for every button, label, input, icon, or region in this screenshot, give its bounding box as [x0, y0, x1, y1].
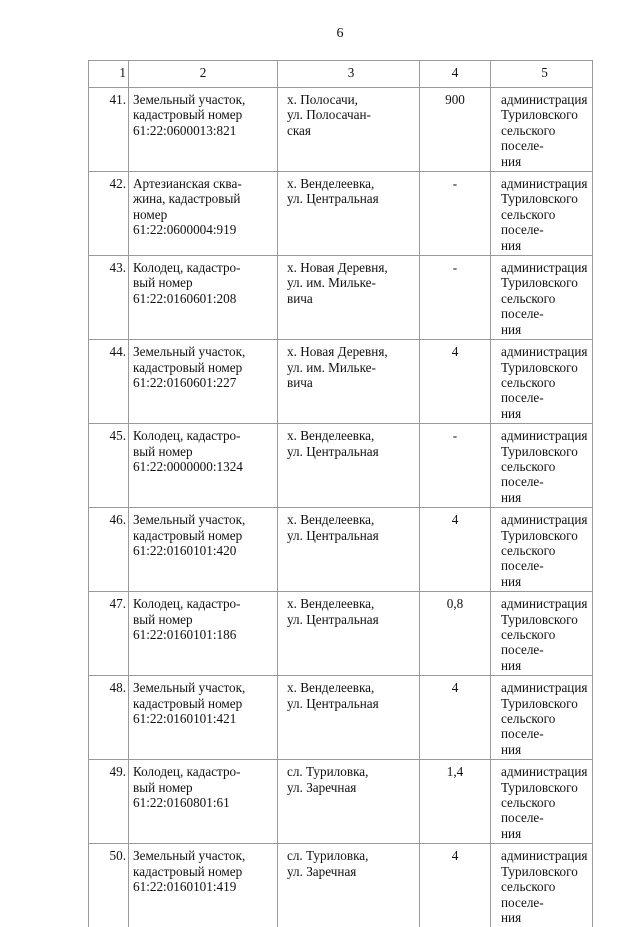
- cell-owner: администрация Туриловского сельского пос…: [491, 676, 593, 760]
- table-row: 43.Колодец, кадастро- вый номер 61:22:01…: [89, 256, 593, 340]
- cell-area-value: -: [420, 424, 491, 508]
- cell-address: х. Новая Деревня, ул. им. Мильке- вича: [278, 256, 420, 340]
- property-table: 1 2 3 4 5 41.Земельный участок, кадастро…: [88, 60, 593, 927]
- cell-object-name: Колодец, кадастро- вый номер 61:22:01601…: [129, 592, 278, 676]
- cell-address: х. Венделеевка, ул. Центральная: [278, 508, 420, 592]
- cell-object-name: Земельный участок, кадастровый номер 61:…: [129, 340, 278, 424]
- cell-row-number: 41.: [89, 88, 129, 172]
- cell-row-number: 45.: [89, 424, 129, 508]
- table-row: 49.Колодец, кадастро- вый номер 61:22:01…: [89, 760, 593, 844]
- table-row: 50.Земельный участок, кадастровый номер …: [89, 844, 593, 927]
- cell-row-number: 44.: [89, 340, 129, 424]
- cell-row-number: 50.: [89, 844, 129, 927]
- cell-owner: администрация Туриловского сельского пос…: [491, 508, 593, 592]
- cell-object-name: Земельный участок, кадастровый номер 61:…: [129, 508, 278, 592]
- cell-row-number: 47.: [89, 592, 129, 676]
- cell-row-number: 49.: [89, 760, 129, 844]
- cell-object-name: Колодец, кадастро- вый номер 61:22:00000…: [129, 424, 278, 508]
- column-header-3: 3: [278, 61, 420, 88]
- column-header-1: 1: [89, 61, 129, 88]
- cell-address: сл. Туриловка, ул. Заречная: [278, 844, 420, 927]
- cell-owner: администрация Туриловского сельского пос…: [491, 760, 593, 844]
- table-body: 41.Земельный участок, кадастровый номер …: [89, 88, 593, 927]
- cell-address: х. Новая Деревня, ул. им. Мильке- вича: [278, 340, 420, 424]
- table-row: 44.Земельный участок, кадастровый номер …: [89, 340, 593, 424]
- cell-address: х. Венделеевка, ул. Центральная: [278, 424, 420, 508]
- cell-object-name: Земельный участок, кадастровый номер 61:…: [129, 88, 278, 172]
- cell-owner: администрация Туриловского сельского пос…: [491, 88, 593, 172]
- cell-owner: администрация Туриловского сельского пос…: [491, 340, 593, 424]
- table-row: 41.Земельный участок, кадастровый номер …: [89, 88, 593, 172]
- cell-area-value: 4: [420, 340, 491, 424]
- cell-area-value: -: [420, 172, 491, 256]
- cell-area-value: -: [420, 256, 491, 340]
- table-row: 47.Колодец, кадастро- вый номер 61:22:01…: [89, 592, 593, 676]
- table-row: 42.Артезианская сква- жина, кадастровый …: [89, 172, 593, 256]
- cell-address: х. Венделеевка, ул. Центральная: [278, 592, 420, 676]
- cell-object-name: Земельный участок, кадастровый номер 61:…: [129, 844, 278, 927]
- table-row: 46.Земельный участок, кадастровый номер …: [89, 508, 593, 592]
- cell-owner: администрация Туриловского сельского пос…: [491, 424, 593, 508]
- cell-row-number: 42.: [89, 172, 129, 256]
- table-row: 45.Колодец, кадастро- вый номер 61:22:00…: [89, 424, 593, 508]
- cell-object-name: Колодец, кадастро- вый номер 61:22:01606…: [129, 256, 278, 340]
- cell-row-number: 43.: [89, 256, 129, 340]
- column-header-4: 4: [420, 61, 491, 88]
- cell-address: сл. Туриловка, ул. Заречная: [278, 760, 420, 844]
- cell-owner: администрация Туриловского сельского пос…: [491, 592, 593, 676]
- cell-area-value: 4: [420, 844, 491, 927]
- cell-address: х. Венделеевка, ул. Центральная: [278, 172, 420, 256]
- cell-owner: администрация Туриловского сельского пос…: [491, 172, 593, 256]
- cell-owner: администрация Туриловского сельского пос…: [491, 844, 593, 927]
- cell-area-value: 1,4: [420, 760, 491, 844]
- page-number: 6: [0, 26, 640, 42]
- cell-object-name: Земельный участок, кадастровый номер 61:…: [129, 676, 278, 760]
- cell-owner: администрация Туриловского сельского пос…: [491, 256, 593, 340]
- cell-row-number: 46.: [89, 508, 129, 592]
- cell-area-value: 900: [420, 88, 491, 172]
- cell-area-value: 4: [420, 508, 491, 592]
- column-header-2: 2: [129, 61, 278, 88]
- cell-object-name: Артезианская сква- жина, кадастровый ном…: [129, 172, 278, 256]
- cell-area-value: 4: [420, 676, 491, 760]
- cell-row-number: 48.: [89, 676, 129, 760]
- cell-address: х. Полосачи, ул. Полосачан- ская: [278, 88, 420, 172]
- table-row: 48.Земельный участок, кадастровый номер …: [89, 676, 593, 760]
- cell-address: х. Венделеевка, ул. Центральная: [278, 676, 420, 760]
- cell-area-value: 0,8: [420, 592, 491, 676]
- header-row: 1 2 3 4 5: [89, 61, 593, 88]
- cell-object-name: Колодец, кадастро- вый номер 61:22:01608…: [129, 760, 278, 844]
- column-header-5: 5: [491, 61, 593, 88]
